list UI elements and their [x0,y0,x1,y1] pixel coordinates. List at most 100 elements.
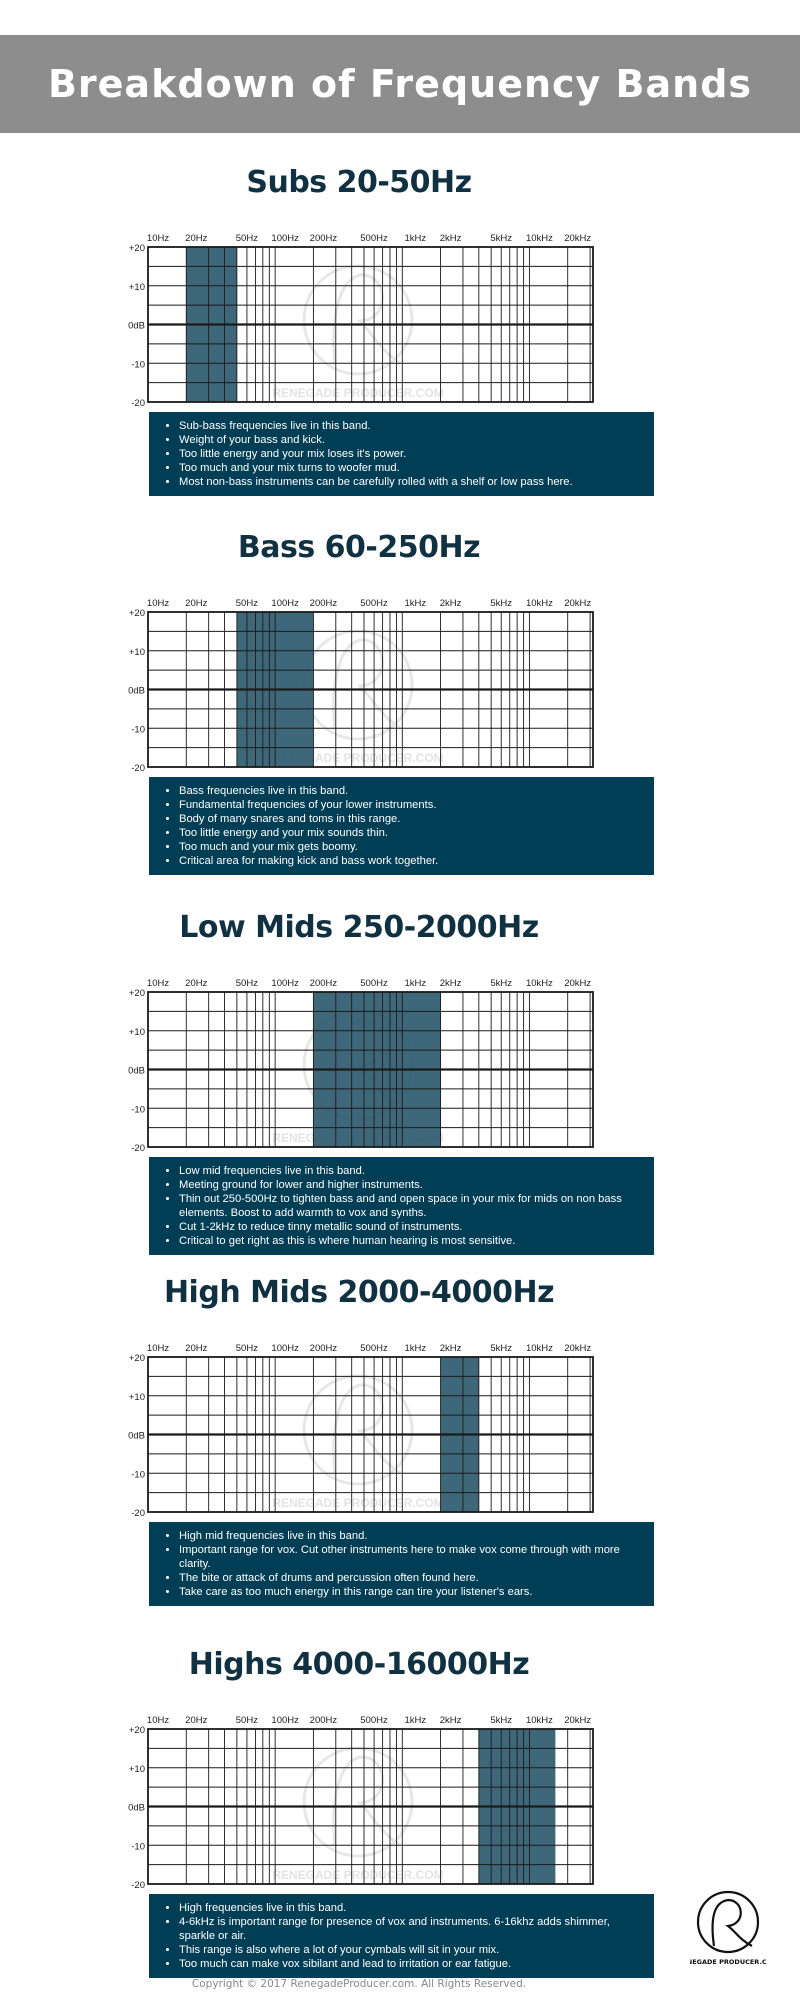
freq-tick-label: 10kHz [526,233,553,244]
db-tick-label: 0dB [128,1431,145,1442]
db-tick-label: +20 [129,988,145,999]
band-title: Subs 20-50Hz [246,165,472,200]
db-tick-label: -10 [131,724,145,735]
logo-text: RENEGADE PRODUCER.COM [690,1958,766,1966]
db-tick-label: -10 [131,1841,145,1852]
freq-tick-label: 20kHz [564,233,591,244]
freq-tick-label: 2kHz [440,598,462,609]
notes-list: High frequencies live in this band.4-6kH… [167,1901,640,1971]
frequency-chart: RENEGADE PRODUCER.COM10Hz20Hz50Hz100Hz20… [128,978,594,1154]
freq-tick-label: 50Hz [236,598,258,609]
watermark: RENEGADE PRODUCER.COM [272,1746,444,1882]
note-item: Bass frequencies live in this band. [179,784,640,798]
freq-tick-label: 100Hz [271,1715,299,1726]
freq-tick-label: 10kHz [526,1715,553,1726]
freq-tick-label: 10Hz [147,978,169,989]
freq-tick-label: 1kHz [404,1343,426,1354]
freq-tick-label: 200Hz [310,1343,338,1354]
freq-tick-label: 50Hz [236,978,258,989]
notes-list: High mid frequencies live in this band.I… [167,1529,640,1599]
note-item: Meeting ground for lower and higher inst… [179,1178,640,1192]
freq-tick-label: 10kHz [526,1343,553,1354]
note-item: Critical to get right as this is where h… [179,1234,640,1248]
db-tick-label: -20 [131,1143,145,1154]
freq-tick-label: 50Hz [236,1715,258,1726]
freq-tick-label: 10Hz [147,1343,169,1354]
note-item: Important range for vox. Cut other instr… [179,1543,640,1571]
freq-tick-label: 500Hz [360,1343,388,1354]
notes-list: Sub-bass frequencies live in this band.W… [167,419,640,489]
band-notes: Sub-bass frequencies live in this band.W… [149,412,654,496]
band-notes: High frequencies live in this band.4-6kH… [149,1894,654,1978]
db-tick-label: -20 [131,1880,145,1891]
freq-tick-label: 10Hz [147,233,169,244]
freq-tick-label: 1kHz [404,598,426,609]
page-title: Breakdown of Frequency Bands [47,62,753,106]
db-tick-label: +10 [129,1392,145,1403]
freq-tick-label: 5kHz [490,598,512,609]
band-notes: Bass frequencies live in this band.Funda… [149,777,654,875]
db-tick-label: -10 [131,359,145,370]
plot-frame [147,611,594,768]
freq-tick-label: 20Hz [185,1343,207,1354]
plot-frame [147,246,594,403]
header-bar: Breakdown of Frequency Bands [0,35,800,133]
plot-frame [147,991,594,1148]
freq-tick-label: 5kHz [490,1715,512,1726]
freq-tick-label: 500Hz [360,978,388,989]
freq-tick-label: 5kHz [490,233,512,244]
freq-tick-label: 10Hz [147,598,169,609]
copyright-text: Copyright © 2017 RenegadeProducer.com. A… [191,1978,527,1990]
freq-tick-label: 2kHz [440,1715,462,1726]
note-item: High frequencies live in this band. [179,1901,640,1915]
db-tick-label: +20 [129,1725,145,1736]
freq-tick-label: 2kHz [440,233,462,244]
freq-tick-label: 20Hz [185,978,207,989]
freq-tick-label: 10kHz [526,598,553,609]
db-tick-label: +10 [129,282,145,293]
note-item: Low mid frequencies live in this band. [179,1164,640,1178]
db-tick-label: +20 [129,243,145,254]
note-item: Take care as too much energy in this ran… [179,1585,640,1599]
note-item: This range is also where a lot of your c… [179,1943,640,1957]
freq-tick-label: 10Hz [147,1715,169,1726]
watermark: RENEGADE PRODUCER.COM [272,264,444,400]
freq-tick-label: 500Hz [360,598,388,609]
freq-tick-label: 5kHz [490,1343,512,1354]
freq-tick-label: 100Hz [271,978,299,989]
freq-tick-label: 20kHz [564,1715,591,1726]
note-item: Most non-bass instruments can be careful… [179,475,640,489]
band-notes: High mid frequencies live in this band.I… [149,1522,654,1606]
notes-list: Low mid frequencies live in this band.Me… [167,1164,640,1248]
watermark-text: RENEGADE PRODUCER.COM [272,1496,443,1510]
renegade-logo-icon: RENEGADE PRODUCER.COM [690,1890,766,1966]
db-tick-label: 0dB [128,686,145,697]
freq-tick-label: 100Hz [271,233,299,244]
freq-tick-label: 1kHz [404,233,426,244]
freq-tick-label: 200Hz [310,598,338,609]
freq-tick-label: 2kHz [440,978,462,989]
plot-frame [147,1728,594,1885]
watermark-text: RENEGADE PRODUCER.COM [272,1868,443,1882]
db-tick-label: +10 [129,1764,145,1775]
db-tick-label: 0dB [128,1803,145,1814]
band-title: Bass 60-250Hz [237,530,481,565]
db-tick-label: +10 [129,647,145,658]
freq-tick-label: 500Hz [360,1715,388,1726]
note-item: High mid frequencies live in this band. [179,1529,640,1543]
db-tick-label: +20 [129,608,145,619]
freq-tick-label: 200Hz [310,1715,338,1726]
note-item: Too little energy and your mix sounds th… [179,826,640,840]
note-item: Cut 1-2kHz to reduce tinny metallic soun… [179,1220,640,1234]
band-title: Highs 4000-16000Hz [188,1647,530,1682]
note-item: Too much and your mix gets boomy. [179,840,640,854]
note-item: Too much and your mix turns to woofer mu… [179,461,640,475]
note-item: The bite or attack of drums and percussi… [179,1571,640,1585]
freq-tick-label: 50Hz [236,1343,258,1354]
note-item: Thin out 250-500Hz to tighten bass and a… [179,1192,640,1220]
note-item: Weight of your bass and kick. [179,433,640,447]
band-notes: Low mid frequencies live in this band.Me… [149,1157,654,1255]
